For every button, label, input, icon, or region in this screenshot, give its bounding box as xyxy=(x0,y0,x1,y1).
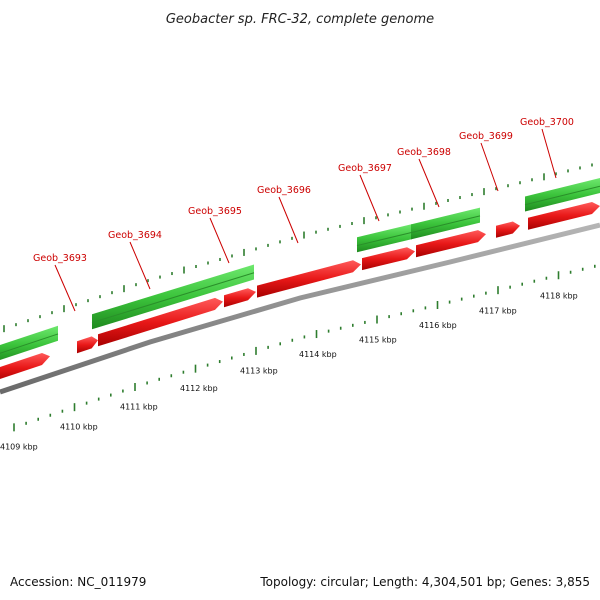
green-gene-2 xyxy=(357,224,412,253)
scale-label: 4115 kbp xyxy=(359,335,397,344)
green-gene-0 xyxy=(0,325,58,360)
map-title: Geobacter sp. FRC-32, complete genome xyxy=(166,12,434,27)
red-gene-1 xyxy=(77,336,98,354)
scale-label: 4114 kbp xyxy=(299,350,337,359)
green-gene-3 xyxy=(411,207,480,240)
gene-label-geob-3698: Geob_3698 xyxy=(397,147,451,158)
green-gene-1 xyxy=(92,264,254,330)
red-gene-6 xyxy=(416,230,486,258)
gene-leader-line xyxy=(480,142,499,192)
green-gene-stripe-3 xyxy=(410,215,481,234)
scale-label: 4113 kbp xyxy=(240,366,278,375)
red-gene-8 xyxy=(528,202,600,230)
gene-leader-line xyxy=(54,264,76,312)
red-gene-2 xyxy=(98,297,223,347)
green-gene-stripe-0 xyxy=(0,333,59,354)
gene-label-geob-3700: Geob_3700 xyxy=(520,117,574,128)
red-gene-0 xyxy=(0,353,50,379)
genome-backbone xyxy=(0,222,600,395)
gene-label-geob-3693: Geob_3693 xyxy=(33,253,87,264)
tick-layer xyxy=(3,163,596,432)
scale-label: 4116 kbp xyxy=(419,321,457,330)
green-gene-stripe-1 xyxy=(91,272,255,324)
red-gene-4 xyxy=(257,260,361,298)
scale-label: 4109 kbp xyxy=(0,442,38,451)
gene-label-geob-3696: Geob_3696 xyxy=(257,185,311,196)
label-layer: Geob_3693 Geob_3694 Geob_3695 Geob_3696 Geob… xyxy=(33,117,574,312)
red-gene-5 xyxy=(362,247,415,271)
green-gene-4 xyxy=(525,178,600,212)
green-gene-stripe-2 xyxy=(356,231,413,247)
scale-label: 4110 kbp xyxy=(60,422,98,431)
accession-text: Accession: NC_011979 xyxy=(10,575,146,589)
gene-leader-line xyxy=(129,241,151,290)
gene-leader-line xyxy=(359,174,380,222)
gene-label-geob-3695: Geob_3695 xyxy=(188,206,242,217)
gene-label-geob-3699: Geob_3699 xyxy=(459,131,513,142)
backbone-layer xyxy=(0,222,600,395)
red-gene-3 xyxy=(224,288,256,308)
gene-leader-line xyxy=(541,128,557,179)
gene-layer xyxy=(0,178,600,379)
genome-summary-text: Topology: circular; Length: 4,304,501 bp… xyxy=(259,575,590,589)
gene-label-geob-3697: Geob_3697 xyxy=(338,163,392,174)
gene-label-geob-3694: Geob_3694 xyxy=(108,230,162,241)
scale-layer: 4109 kbp 4110 kbp 4111 kbp 4112 kbp 4113 kbp… xyxy=(0,291,578,451)
red-gene-7 xyxy=(496,221,520,238)
gene-leader-line xyxy=(209,217,230,264)
gene-leader-line xyxy=(278,196,299,244)
gene-leader-line xyxy=(418,158,440,208)
green-gene-stripe-4 xyxy=(524,185,600,206)
scale-label: 4118 kbp xyxy=(540,291,578,300)
scale-label: 4112 kbp xyxy=(180,384,218,393)
scale-label: 4117 kbp xyxy=(479,306,517,315)
scale-label: 4111 kbp xyxy=(120,402,158,411)
